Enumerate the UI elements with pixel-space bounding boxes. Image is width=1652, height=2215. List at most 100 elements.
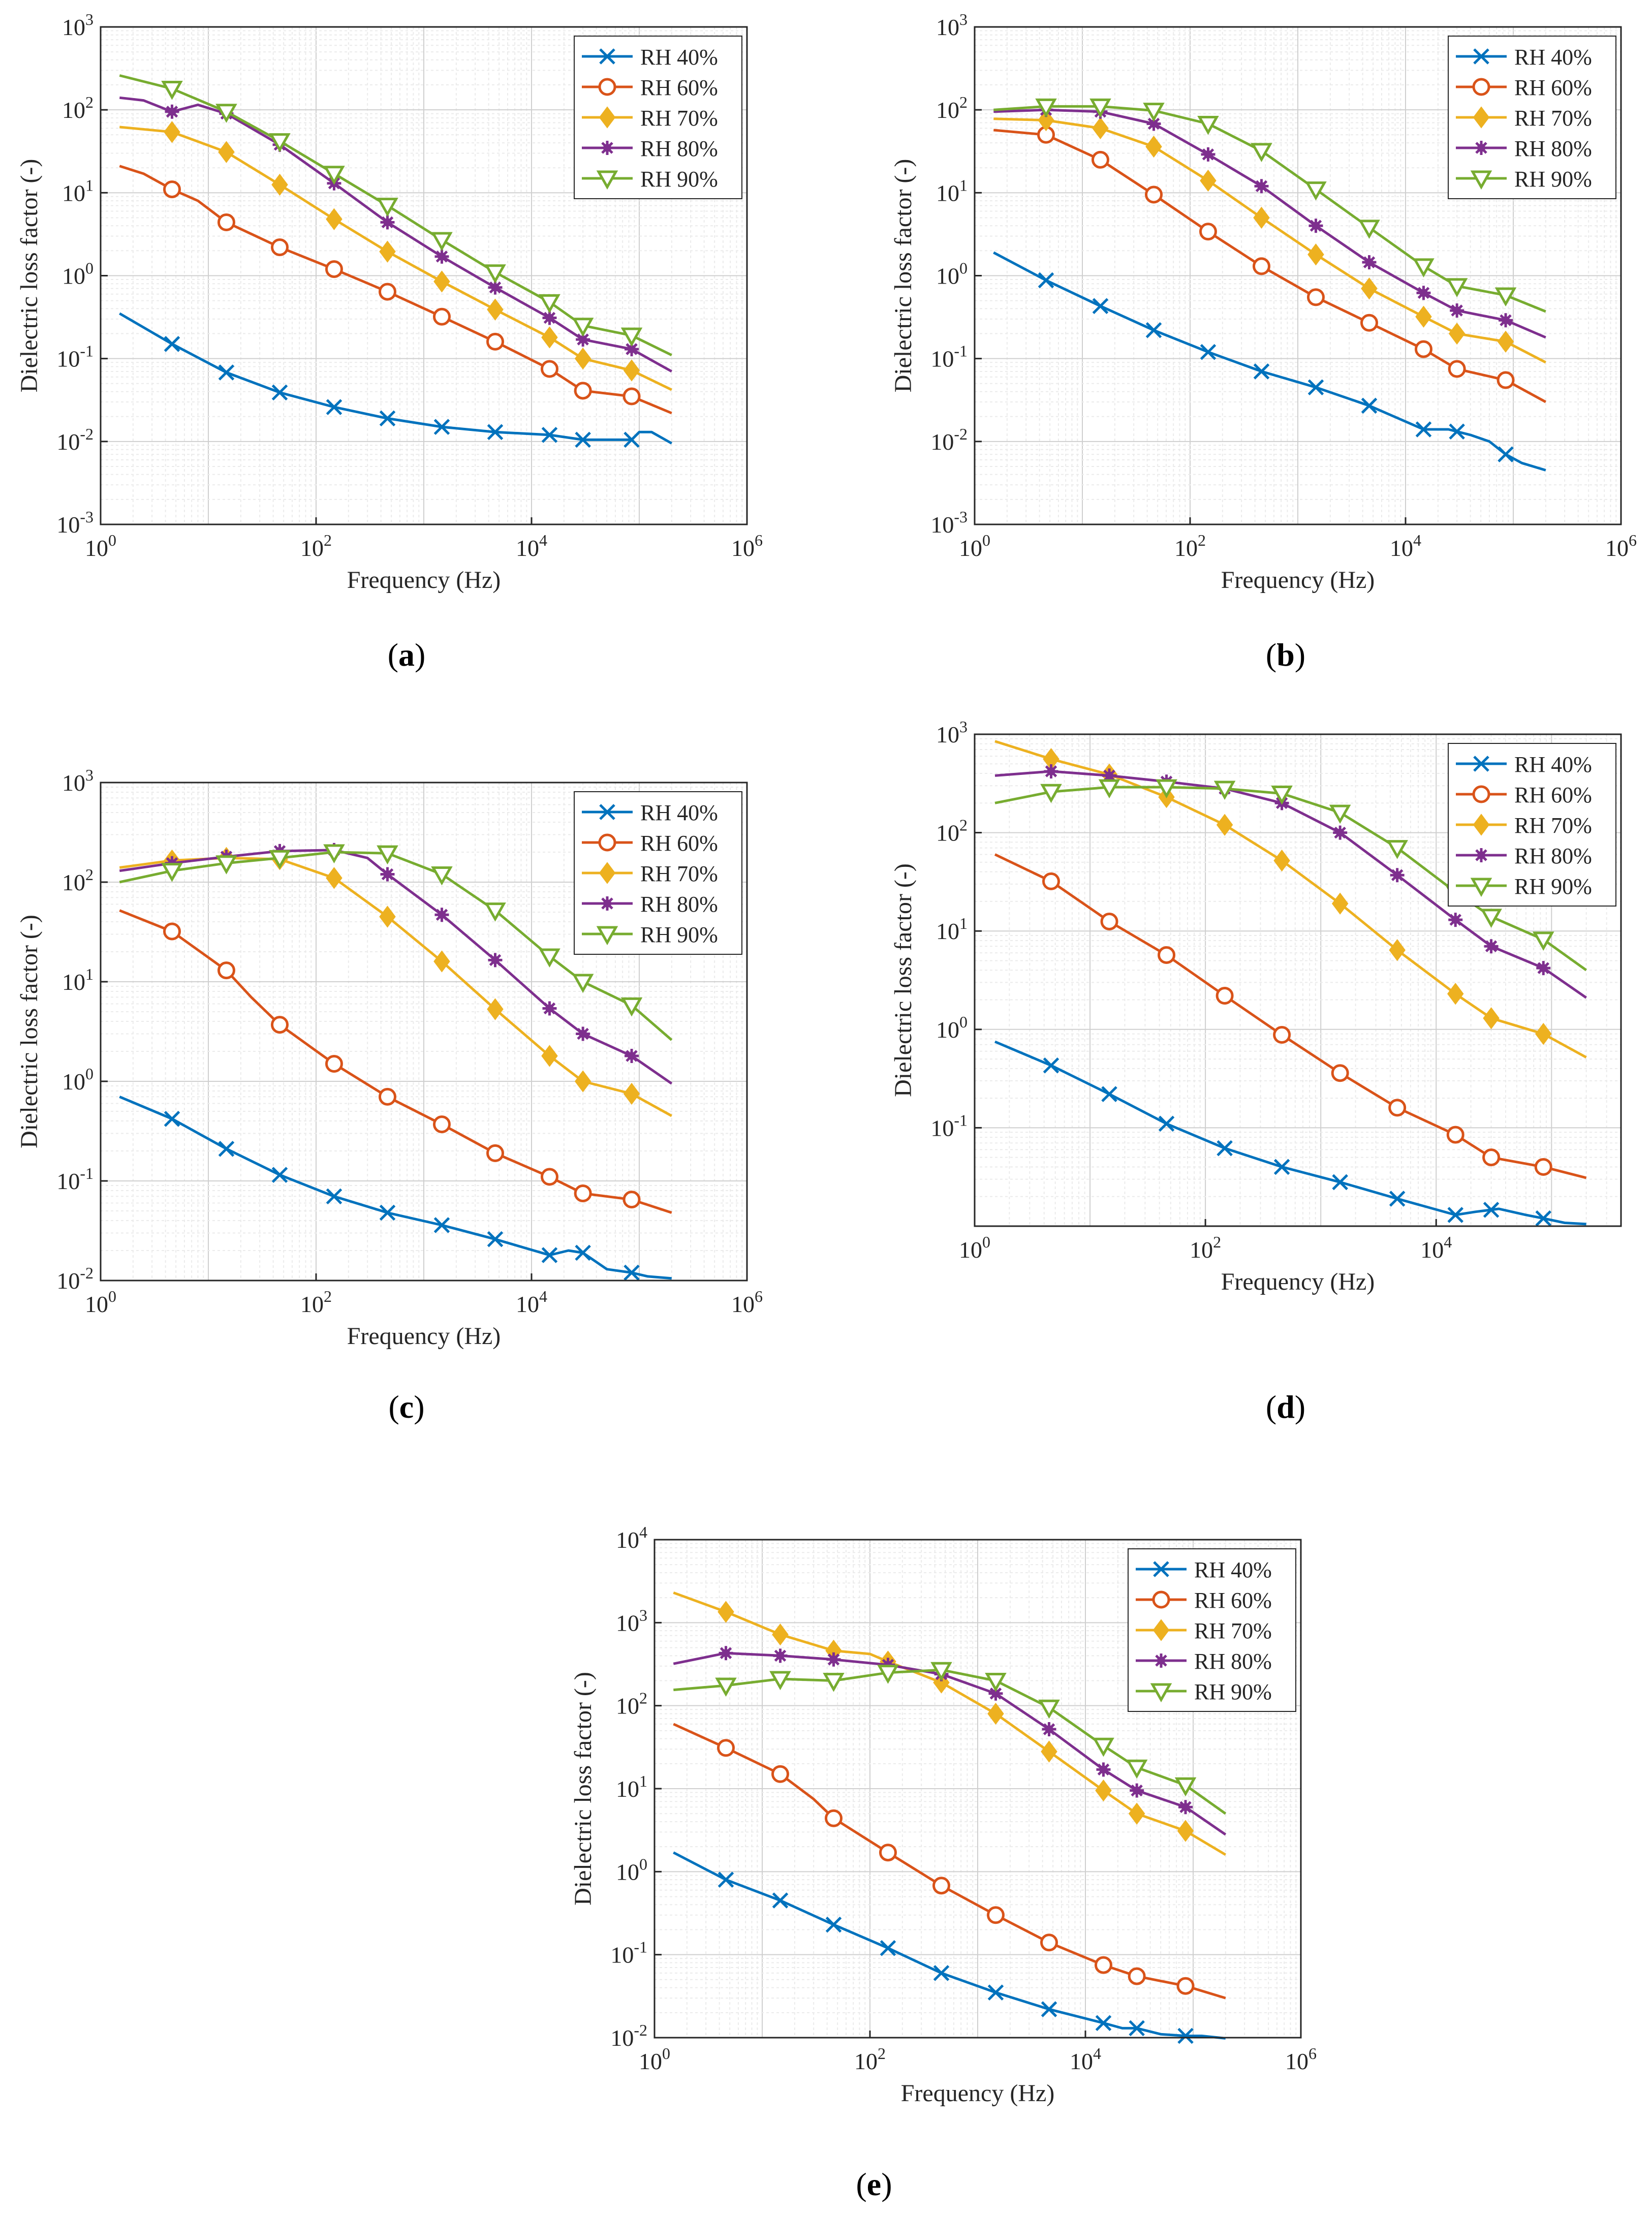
- y-tick-label: 10-2: [56, 1264, 93, 1294]
- data-point: [325, 260, 343, 278]
- data-point: [574, 382, 592, 400]
- series-line: [119, 851, 673, 1041]
- legend-label: RH 80%: [1514, 136, 1592, 161]
- data-point: [717, 1739, 735, 1757]
- data-point: [987, 1702, 1004, 1725]
- series-40: [993, 251, 1546, 472]
- y-tick-label: 10-3: [930, 508, 968, 538]
- data-point: [269, 133, 291, 152]
- panel-caption: (c): [388, 1389, 424, 1425]
- data-point: [620, 997, 643, 1017]
- legend-label: RH 60%: [640, 75, 718, 100]
- series-40: [119, 1096, 672, 1281]
- legend-label: RH 70%: [1194, 1618, 1272, 1643]
- data-point: [1177, 2027, 1194, 2044]
- data-point: [1447, 1207, 1463, 1223]
- x-tick-label: 102: [1190, 1233, 1221, 1263]
- data-point: [541, 326, 558, 349]
- data-point-core: [1204, 150, 1212, 159]
- data-point: [624, 1264, 640, 1281]
- data-point: [1041, 2001, 1057, 2017]
- data-point: [1273, 849, 1290, 872]
- data-point: [379, 283, 397, 301]
- y-tick-label: 103: [936, 717, 968, 747]
- data-point: [1271, 786, 1293, 805]
- y-tick-label: 100: [62, 259, 93, 289]
- data-point: [623, 1082, 640, 1105]
- data-point: [1098, 779, 1120, 799]
- series-line: [119, 126, 672, 391]
- data-point: [218, 141, 235, 163]
- data-point: [1253, 206, 1270, 229]
- data-point: [772, 1623, 789, 1646]
- data-point: [540, 1168, 558, 1186]
- data-point: [1331, 1064, 1349, 1082]
- data-point: [1095, 1779, 1112, 1802]
- data-point: [433, 950, 450, 973]
- data-point: [539, 948, 560, 968]
- y-tick-label: 10-1: [56, 1164, 93, 1194]
- legend-marker-core: [603, 899, 611, 908]
- data-point: [985, 1673, 1007, 1692]
- legend-label: RH 80%: [1514, 844, 1592, 868]
- legend-label: RH 40%: [1194, 1557, 1272, 1582]
- data-point: [215, 855, 237, 875]
- data-point: [1483, 1202, 1500, 1218]
- data-point-core: [1502, 316, 1510, 325]
- panel-caption: (b): [1266, 637, 1305, 673]
- data-point: [164, 1111, 180, 1127]
- data-point: [1199, 223, 1217, 241]
- x-tick-label: 104: [1420, 1233, 1452, 1263]
- data-point: [379, 410, 396, 427]
- data-point: [877, 1665, 899, 1684]
- data-point-core: [383, 218, 392, 227]
- data-point: [1534, 1158, 1552, 1176]
- data-point: [433, 270, 450, 293]
- data-point: [1482, 1148, 1501, 1167]
- legend-marker: [599, 48, 615, 65]
- series-90: [673, 1662, 1227, 1815]
- legend-label: RH 90%: [640, 167, 718, 192]
- data-point: [623, 359, 640, 382]
- data-point: [932, 1877, 951, 1895]
- data-point-core: [1451, 916, 1460, 924]
- data-point: [377, 198, 398, 217]
- data-point: [879, 1844, 897, 1862]
- data-point: [575, 431, 591, 448]
- y-axis-label: Dielectric loss factor (-): [16, 159, 43, 393]
- data-point: [1448, 360, 1466, 378]
- y-tick-label: 102: [62, 93, 93, 123]
- y-axis-label: Dielectric loss factor (-): [16, 915, 43, 1148]
- legend-label: RH 70%: [1514, 813, 1592, 838]
- data-point: [1038, 1699, 1060, 1719]
- data-point: [1145, 322, 1162, 338]
- series-70: [119, 121, 672, 391]
- series-60: [994, 853, 1587, 1179]
- data-point: [1306, 288, 1325, 306]
- x-tick-label: 106: [1285, 2044, 1317, 2074]
- data-point: [1331, 892, 1349, 915]
- data-point-core: [1312, 222, 1320, 230]
- data-point: [432, 1115, 451, 1134]
- legend-label: RH 40%: [640, 800, 718, 825]
- x-tick-label: 100: [959, 1233, 990, 1263]
- data-point: [379, 240, 396, 263]
- data-point-core: [1133, 1786, 1141, 1795]
- data-point: [1415, 305, 1432, 328]
- data-point: [326, 208, 342, 231]
- data-point: [1361, 277, 1378, 300]
- y-tick-label: 10-2: [930, 425, 968, 455]
- data-point: [1358, 220, 1380, 239]
- legend-marker: [1473, 106, 1490, 129]
- legend-marker: [598, 78, 616, 96]
- data-point: [433, 419, 450, 435]
- data-point: [326, 1188, 342, 1205]
- data-point: [718, 1871, 734, 1888]
- legend-label: RH 40%: [640, 45, 718, 70]
- data-point: [1532, 931, 1554, 951]
- data-point: [825, 1809, 843, 1827]
- x-axis-label: Frequency (Hz): [347, 1323, 501, 1350]
- chart-panel-a: 100 102 104 106 10-3 10-2 10-1 100 101 102 103 Freq…: [16, 10, 763, 673]
- data-point: [1253, 363, 1270, 380]
- data-point: [1216, 814, 1233, 836]
